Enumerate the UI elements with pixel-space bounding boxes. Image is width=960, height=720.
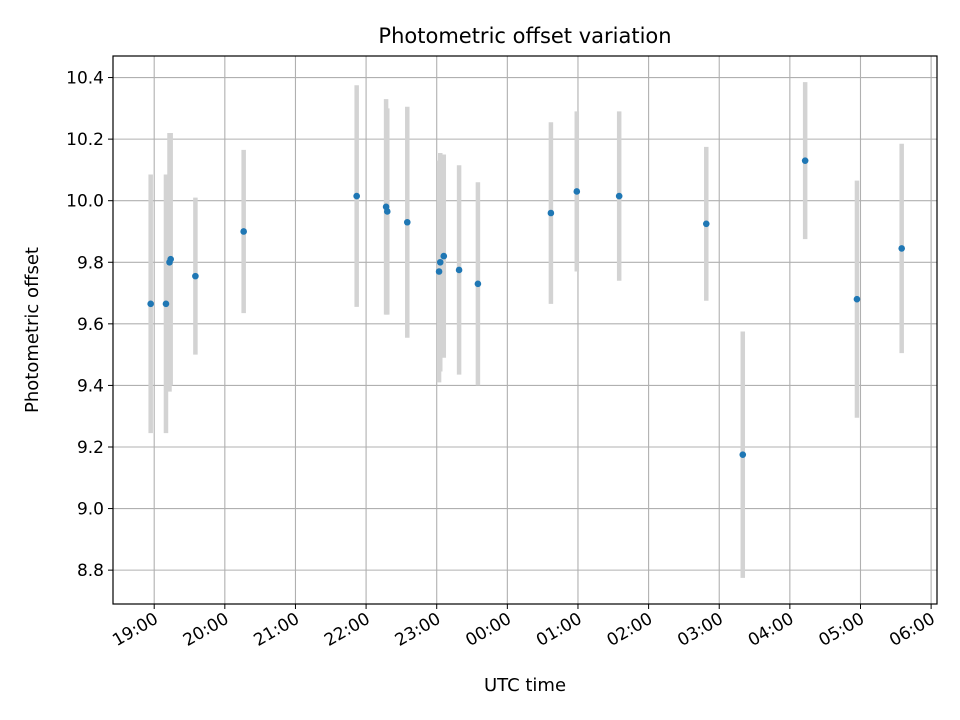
point-layer [147,157,905,458]
data-point [739,451,747,458]
y-tick-label: 9.6 [77,315,104,335]
y-tick-label: 9.0 [77,500,104,520]
y-tick-label: 10.2 [66,130,104,150]
data-point [615,192,623,200]
y-tick-label: 9.2 [77,438,104,458]
data-point [898,245,905,252]
data-point [167,255,174,263]
data-point [801,157,809,164]
data-point [435,268,443,275]
data-point [240,228,247,235]
data-point [702,220,710,228]
grid-layer [113,56,937,604]
data-point [147,300,154,308]
chart-title: Photometric offset variation [378,24,671,48]
plot-frame [112,55,938,605]
data-point [853,295,861,303]
data-point [474,280,482,288]
x-axis-title: UTC time [484,675,566,696]
data-point [547,209,555,217]
y-tick-label: 10.0 [66,192,104,212]
data-point [353,192,360,200]
y-tick-label: 8.8 [77,561,104,581]
y-tick-label: 9.4 [77,376,104,396]
data-point [573,188,581,195]
data-point [403,218,411,226]
data-point [455,266,463,274]
data-point [192,272,199,280]
data-point [383,208,391,215]
data-point [436,258,444,266]
y-tick-label: 10.4 [66,69,104,89]
y-tick-label: 9.8 [77,253,104,273]
data-point [440,252,448,260]
y-axis-title: Photometric offset [22,247,43,413]
data-point [162,300,170,308]
